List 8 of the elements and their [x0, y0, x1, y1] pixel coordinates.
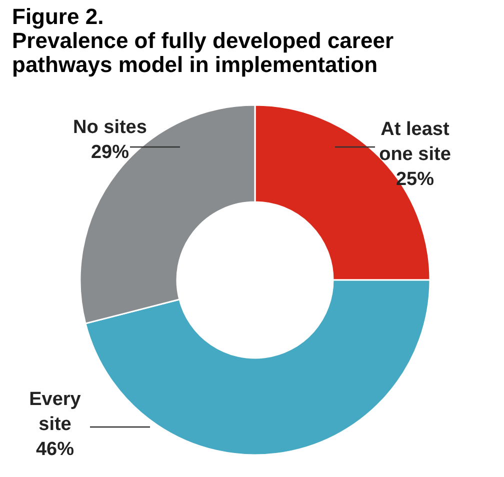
chart-title: Figure 2.: [12, 4, 104, 29]
slice-label: No sites: [73, 117, 147, 138]
slice-label: Every site: [29, 389, 82, 435]
data-label: 46%: [36, 439, 74, 460]
data-label: 29%: [90, 142, 130, 163]
slice-label: At least one site: [379, 119, 451, 165]
data-label: 25%: [396, 169, 434, 190]
chart-subtitle: Prevalence of fully developed career pathways model in implementation: [12, 28, 394, 77]
